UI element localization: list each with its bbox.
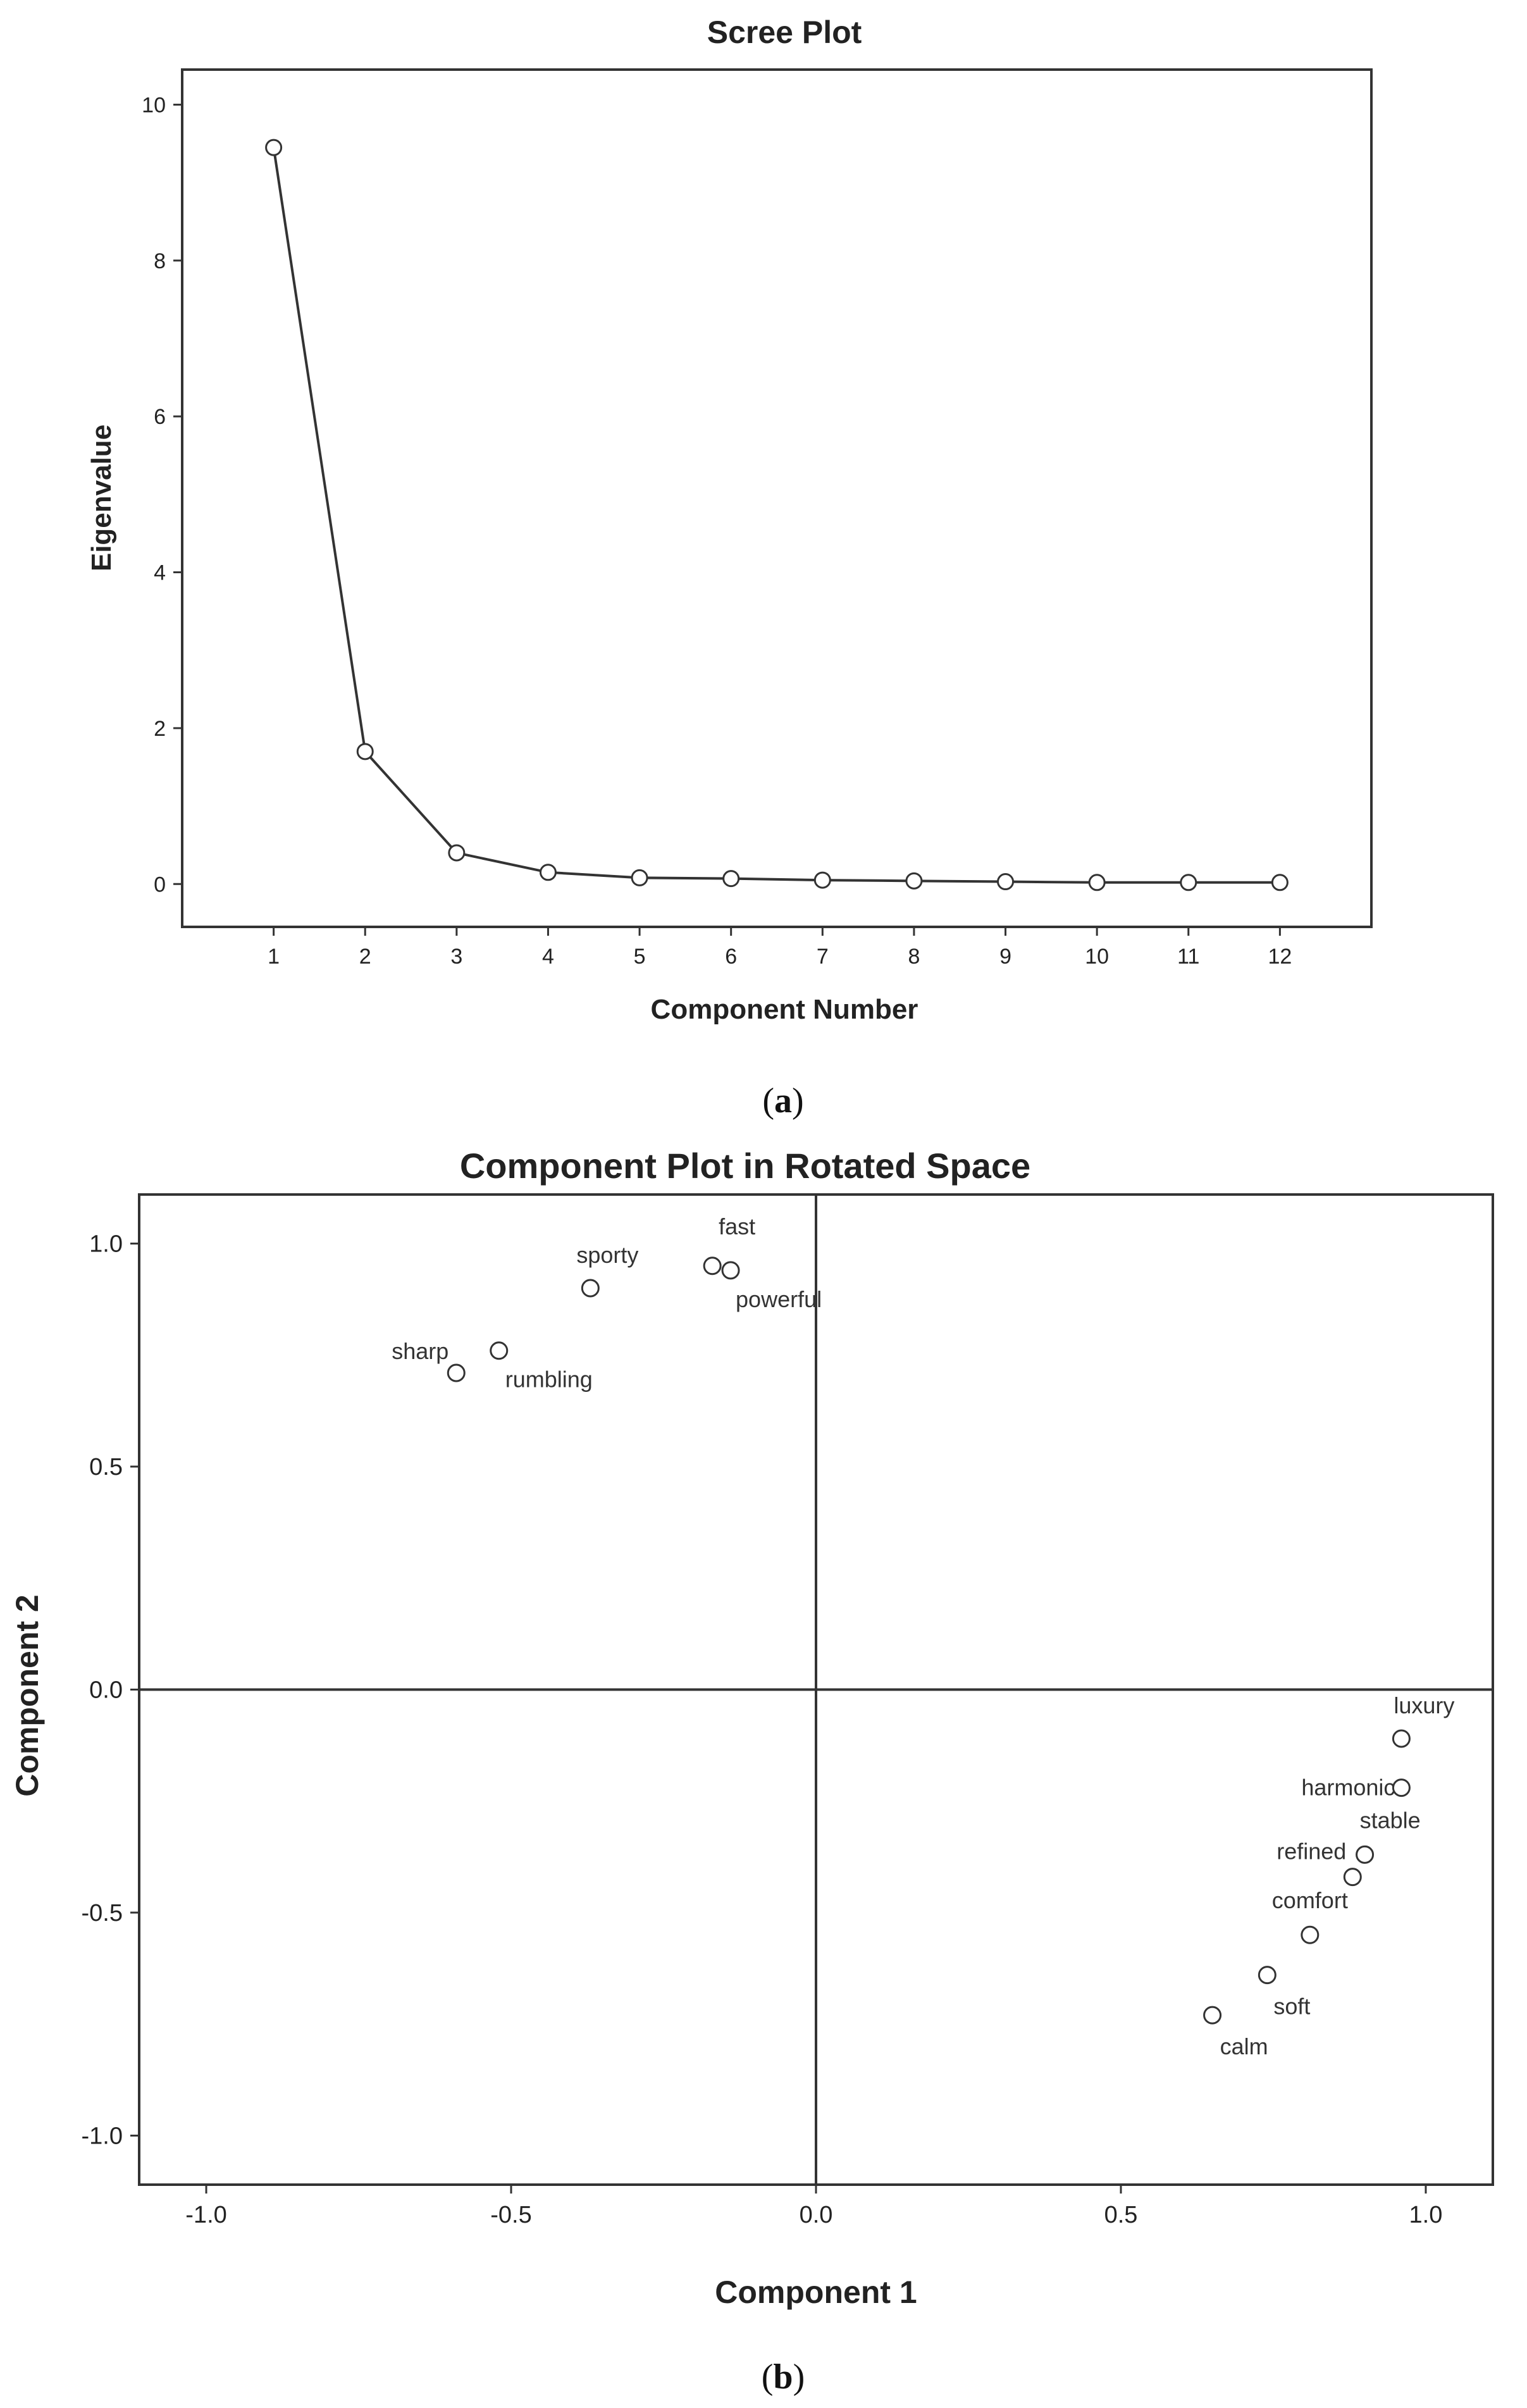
scree-y-tick-label: 8 bbox=[154, 249, 166, 273]
loading-label-calm: calm bbox=[1220, 2033, 1268, 2059]
scree-x-tick-label: 4 bbox=[542, 945, 554, 969]
eigenvalue-point bbox=[813, 871, 831, 889]
eigenvalue-point bbox=[722, 870, 740, 888]
loading-label-stable: stable bbox=[1360, 1807, 1421, 1833]
loading-point-rumbling bbox=[490, 1341, 509, 1360]
eigenvalue-point bbox=[356, 743, 374, 760]
eigenvalue-point bbox=[539, 864, 557, 881]
scree-x-tick-label: 5 bbox=[634, 945, 646, 969]
component-x-axis-label: Component 1 bbox=[715, 2275, 917, 2310]
loading-label-rumbling: rumbling bbox=[505, 1367, 593, 1393]
loading-label-sharp: sharp bbox=[392, 1338, 448, 1364]
component-y-tick-label: -0.5 bbox=[82, 1900, 123, 1927]
component-y-tick-label: 0.0 bbox=[89, 1677, 123, 1704]
scree-x-tick-label: 8 bbox=[908, 945, 920, 969]
loading-label-refined: refined bbox=[1277, 1839, 1346, 1865]
loading-point-harmonic bbox=[1392, 1778, 1411, 1797]
component-plot-title: Component Plot in Rotated Space bbox=[460, 1146, 1030, 1186]
scree-y-tick-label: 0 bbox=[154, 872, 166, 897]
loading-point-refined bbox=[1343, 1868, 1362, 1887]
eigenvalue-point bbox=[1271, 874, 1289, 891]
eigenvalue-point bbox=[631, 869, 648, 886]
scree-x-tick-label: 12 bbox=[1268, 945, 1292, 969]
loading-label-fast: fast bbox=[719, 1213, 755, 1239]
eigenvalue-line bbox=[272, 147, 1280, 884]
scree-x-tick-label: 1 bbox=[268, 945, 280, 969]
component-y-tick-label: -1.0 bbox=[82, 2123, 123, 2149]
scree-x-tick-label: 6 bbox=[725, 945, 737, 969]
loading-label-harmonic: harmonic bbox=[1301, 1775, 1395, 1801]
caption-b: (b) bbox=[762, 2357, 805, 2397]
component-x-axis: -1.0 -0.5 0.0 0.5 1.0 bbox=[185, 2185, 1442, 2228]
loading-label-sporty: sporty bbox=[576, 1242, 638, 1268]
loading-label-soft: soft bbox=[1273, 1994, 1310, 2020]
component-x-tick-label: 1.0 bbox=[1409, 2202, 1443, 2228]
loading-label-powerful: powerful bbox=[736, 1286, 822, 1312]
loading-point-sharp bbox=[447, 1363, 466, 1382]
component-y-axis-label: Component 2 bbox=[9, 1594, 45, 1796]
component-y-tick-label: 0.5 bbox=[89, 1454, 123, 1480]
caption-a: (a) bbox=[762, 1081, 803, 1120]
scree-x-tick-label: 3 bbox=[450, 945, 462, 969]
eigenvalue-point bbox=[1088, 874, 1106, 891]
eigenvalue-point bbox=[1180, 874, 1197, 891]
loading-point-stable bbox=[1356, 1845, 1375, 1864]
loading-point-calm bbox=[1203, 2006, 1222, 2025]
eigenvalue-point bbox=[265, 139, 283, 156]
scree-y-tick-label: 10 bbox=[142, 93, 166, 117]
eigenvalue-point bbox=[997, 873, 1015, 891]
loading-point-powerful bbox=[721, 1261, 740, 1280]
loading-points: fast powerful sporty rumbling sharp luxury har… bbox=[392, 1213, 1454, 2059]
eigenvalue-point bbox=[905, 872, 923, 890]
component-y-axis: 1.0 0.5 0.0 -0.5 -1.0 bbox=[82, 1231, 139, 2149]
component-plot-panel: Component Plot in Rotated Space 1.0 0.5 0.… bbox=[9, 1146, 1494, 2397]
scree-x-tick-label: 10 bbox=[1085, 945, 1109, 969]
loading-point-fast bbox=[703, 1257, 722, 1275]
scree-y-axis-label: Eigenvalue bbox=[86, 425, 117, 571]
component-x-tick-label: 0.0 bbox=[800, 2202, 833, 2228]
scree-x-tick-label: 11 bbox=[1177, 945, 1199, 969]
loading-point-luxury bbox=[1392, 1729, 1411, 1748]
scree-x-tick-label: 9 bbox=[999, 945, 1011, 969]
loading-point-sporty bbox=[581, 1279, 600, 1298]
loading-point-comfort bbox=[1301, 1925, 1320, 1944]
scree-plot-frame bbox=[181, 68, 1373, 928]
eigenvalue-points bbox=[265, 139, 1289, 891]
scree-y-tick-label: 4 bbox=[154, 561, 166, 585]
loading-point-soft bbox=[1258, 1966, 1277, 1985]
scree-y-tick-label: 2 bbox=[154, 717, 166, 741]
component-y-tick-label: 1.0 bbox=[89, 1231, 123, 1258]
loading-label-luxury: luxury bbox=[1394, 1692, 1454, 1718]
scree-x-tick-label: 2 bbox=[359, 945, 371, 969]
scree-x-axis-label: Component Number bbox=[651, 994, 918, 1025]
scree-y-tick-label: 6 bbox=[154, 405, 166, 429]
component-x-tick-label: -1.0 bbox=[185, 2202, 226, 2228]
scree-x-tick-label: 7 bbox=[817, 945, 829, 969]
eigenvalue-point bbox=[448, 844, 466, 862]
scree-x-axis: 1 2 3 4 5 6 7 8 9 10 11 12 bbox=[268, 927, 1292, 969]
component-x-tick-label: 0.5 bbox=[1104, 2202, 1138, 2228]
loading-label-comfort: comfort bbox=[1272, 1887, 1348, 1913]
scree-plot-title: Scree Plot bbox=[707, 15, 862, 50]
component-x-tick-label: -0.5 bbox=[490, 2202, 531, 2228]
scree-y-axis: 0 2 4 6 8 10 bbox=[142, 93, 182, 897]
